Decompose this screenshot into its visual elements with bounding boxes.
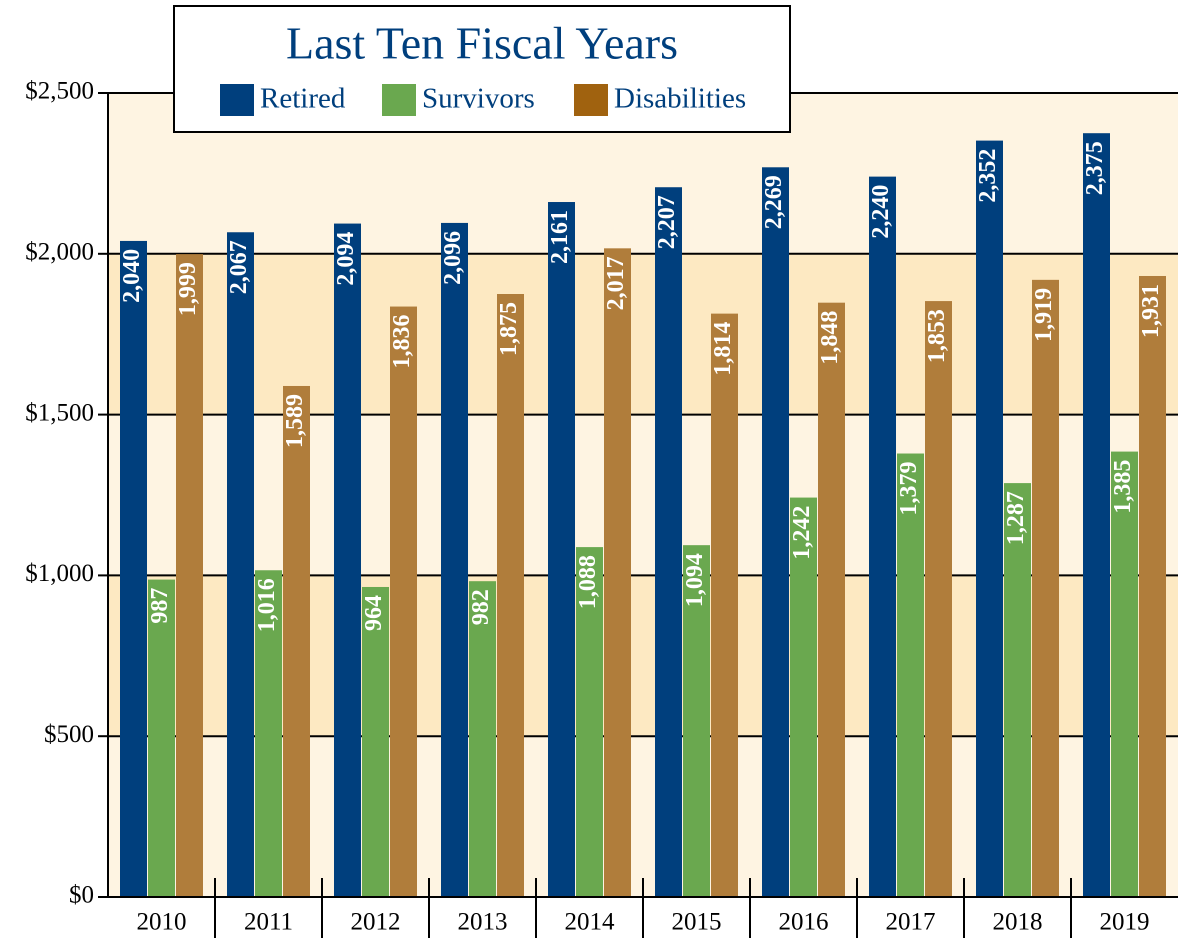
value-label: 2,017 bbox=[603, 256, 629, 310]
bar bbox=[1083, 133, 1110, 897]
bar bbox=[790, 497, 817, 897]
bar bbox=[176, 254, 203, 898]
axes: $0 $500 $1,000 $1,500 $2,000 $2,500 2010 2011 20… bbox=[25, 78, 1178, 938]
bar bbox=[655, 187, 682, 897]
value-label: 1,287 bbox=[1003, 491, 1029, 545]
bar bbox=[683, 545, 710, 897]
bar bbox=[762, 167, 789, 897]
bar bbox=[255, 570, 282, 897]
value-label: 1,589 bbox=[282, 394, 308, 448]
value-label: 2,067 bbox=[226, 240, 252, 294]
value-label: 1,919 bbox=[1031, 288, 1057, 342]
bar bbox=[1032, 279, 1059, 897]
value-label: 982 bbox=[468, 589, 494, 625]
bar bbox=[818, 302, 845, 897]
value-label: 1,931 bbox=[1138, 284, 1164, 338]
bar bbox=[441, 222, 468, 898]
bar bbox=[148, 579, 175, 897]
x-tick-label: 2013 bbox=[458, 909, 508, 936]
y-tick-label: $0 bbox=[69, 882, 94, 909]
x-tick-label: 2014 bbox=[565, 909, 616, 936]
value-label: 1,385 bbox=[1110, 460, 1136, 514]
value-label: 2,207 bbox=[654, 195, 680, 249]
y-tick-label: $1,000 bbox=[25, 560, 94, 587]
bars: 2,040 987 1,999 2,067 1,016 1,589 2,094 964 1,83… bbox=[119, 133, 1166, 898]
value-label: 1,853 bbox=[924, 309, 950, 363]
y-tick-label: $1,500 bbox=[25, 399, 94, 426]
bar bbox=[576, 547, 603, 897]
legend: Retired Survivors Disabilities bbox=[220, 83, 746, 116]
bar bbox=[283, 385, 310, 897]
value-label: 2,094 bbox=[333, 232, 359, 286]
x-tick-label: 2010 bbox=[137, 909, 187, 936]
x-tick-label: 2012 bbox=[351, 909, 401, 936]
legend-box bbox=[173, 5, 791, 133]
bar bbox=[362, 586, 389, 897]
value-label: 964 bbox=[361, 595, 387, 631]
legend-swatch bbox=[382, 84, 416, 116]
bar bbox=[497, 294, 524, 897]
bar bbox=[604, 248, 631, 898]
bar bbox=[334, 223, 361, 898]
bar bbox=[1004, 483, 1031, 897]
legend-swatch bbox=[574, 84, 608, 116]
value-label: 1,836 bbox=[389, 315, 415, 369]
bar bbox=[469, 581, 496, 897]
bar bbox=[1111, 451, 1138, 897]
legend-label: Survivors bbox=[422, 83, 535, 115]
x-tick-label: 2011 bbox=[244, 909, 293, 936]
legend-swatch bbox=[220, 84, 254, 116]
bar bbox=[390, 306, 417, 898]
value-label: 1,379 bbox=[896, 462, 922, 516]
value-label: 1,814 bbox=[710, 322, 736, 376]
y-tick-label: $500 bbox=[44, 721, 94, 748]
x-tick-label: 2016 bbox=[779, 909, 829, 936]
y-tick-label: $2,500 bbox=[25, 78, 94, 105]
value-label: 2,096 bbox=[440, 231, 466, 285]
bar bbox=[1139, 275, 1166, 898]
bar bbox=[925, 301, 952, 897]
value-label: 1,088 bbox=[575, 555, 601, 609]
legend-label: Retired bbox=[260, 83, 346, 115]
x-tick-label: 2017 bbox=[886, 909, 936, 936]
bar bbox=[869, 176, 896, 898]
value-label: 2,161 bbox=[547, 210, 573, 264]
bar bbox=[976, 140, 1003, 897]
x-tick-label: 2015 bbox=[672, 909, 722, 936]
value-label: 1,999 bbox=[175, 262, 201, 316]
x-tick-label: 2019 bbox=[1100, 909, 1150, 936]
bar bbox=[548, 202, 575, 897]
value-label: 2,240 bbox=[868, 185, 894, 239]
bar bbox=[227, 232, 254, 897]
value-label: 1,016 bbox=[254, 578, 280, 632]
plot-band bbox=[108, 253, 1178, 415]
value-label: 1,242 bbox=[789, 506, 815, 560]
value-label: 2,375 bbox=[1082, 141, 1108, 195]
value-label: 1,094 bbox=[682, 553, 708, 607]
value-label: 987 bbox=[147, 588, 173, 624]
bar bbox=[897, 453, 924, 897]
bar bbox=[711, 313, 738, 897]
value-label: 2,352 bbox=[975, 149, 1001, 203]
y-tick-label: $2,000 bbox=[25, 239, 94, 266]
bar bbox=[120, 240, 147, 897]
value-label: 2,269 bbox=[761, 175, 787, 229]
value-label: 2,040 bbox=[119, 249, 145, 303]
value-label: 1,848 bbox=[817, 311, 843, 365]
value-label: 1,875 bbox=[496, 302, 522, 356]
legend-label: Disabilities bbox=[614, 83, 746, 115]
x-tick-label: 2018 bbox=[993, 909, 1043, 936]
chart-title: Last Ten Fiscal Years bbox=[286, 18, 678, 69]
